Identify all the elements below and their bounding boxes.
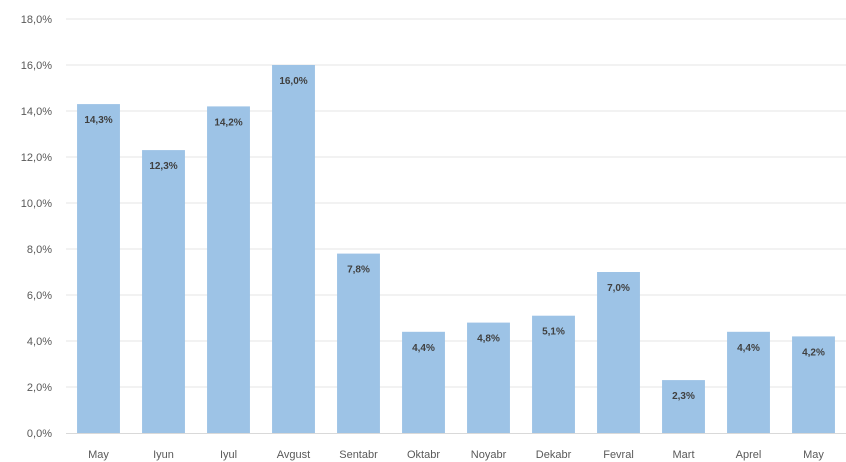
x-category-label: May	[803, 449, 824, 461]
y-tick-label: 18,0%	[21, 14, 52, 26]
data-label: 14,3%	[84, 115, 112, 126]
bar	[662, 380, 705, 433]
bar	[727, 331, 770, 433]
bar	[402, 331, 445, 433]
x-category-label: Noyabr	[471, 449, 507, 461]
x-axis-categories: May Iyun Iyul Avgust Sentabr Oktabr Noyabr Deka…	[88, 449, 824, 461]
data-label: 4,8%	[477, 334, 500, 345]
x-category-label: Aprel	[736, 449, 762, 461]
y-tick-label: 4,0%	[27, 336, 52, 348]
x-category-label: Dekabr	[536, 449, 572, 461]
x-category-label: Iyul	[220, 449, 237, 461]
bar	[142, 150, 185, 433]
y-axis-ticks: 0,0% 2,0% 4,0% 6,0% 8,0% 10,0% 12,0% 14,0% 16,0%…	[21, 14, 52, 440]
bar	[77, 104, 120, 433]
bar	[532, 315, 575, 433]
data-label: 12,3%	[149, 161, 177, 172]
y-tick-label: 10,0%	[21, 198, 52, 210]
bar	[337, 253, 380, 433]
y-tick-label: 16,0%	[21, 60, 52, 72]
bars	[77, 65, 835, 434]
gridlines	[66, 18, 846, 388]
y-tick-label: 2,0%	[27, 382, 52, 394]
x-category-label: May	[88, 449, 109, 461]
bar	[207, 106, 250, 434]
x-category-label: Fevral	[603, 449, 634, 461]
bar	[792, 336, 835, 433]
bar	[597, 272, 640, 433]
y-tick-label: 14,0%	[21, 106, 52, 118]
y-tick-label: 0,0%	[27, 428, 52, 440]
data-label: 2,3%	[672, 391, 695, 402]
x-category-label: Avgust	[277, 449, 310, 461]
data-label: 14,2%	[214, 117, 242, 128]
data-label: 5,1%	[542, 327, 565, 338]
data-label: 7,0%	[607, 283, 630, 294]
data-labels: 14,3% 12,3% 14,2% 16,0% 7,8% 4,4% 4,8% 5,1% 7,0%…	[84, 76, 825, 402]
y-tick-label: 8,0%	[27, 244, 52, 256]
bar	[467, 322, 510, 433]
data-label: 16,0%	[279, 76, 307, 87]
y-tick-label: 12,0%	[21, 152, 52, 164]
x-category-label: Oktabr	[407, 449, 440, 461]
y-tick-label: 6,0%	[27, 290, 52, 302]
data-label: 4,2%	[802, 347, 825, 358]
x-category-label: Iyun	[153, 449, 174, 461]
x-category-label: Mart	[673, 449, 695, 461]
data-label: 4,4%	[412, 343, 435, 354]
bar	[272, 65, 315, 433]
x-category-label: Sentabr	[339, 449, 378, 461]
data-label: 7,8%	[347, 265, 370, 276]
data-label: 4,4%	[737, 343, 760, 354]
